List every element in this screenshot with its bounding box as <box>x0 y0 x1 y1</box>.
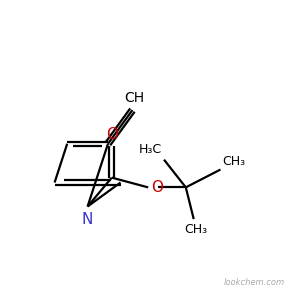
Text: O: O <box>151 180 163 195</box>
Text: O: O <box>106 127 118 142</box>
Text: N: N <box>82 212 93 227</box>
Text: CH₃: CH₃ <box>184 223 207 236</box>
Text: CH: CH <box>125 91 145 105</box>
Text: lookchem.com: lookchem.com <box>224 278 285 287</box>
Text: CH₃: CH₃ <box>223 154 246 168</box>
Text: H₃C: H₃C <box>139 143 162 156</box>
